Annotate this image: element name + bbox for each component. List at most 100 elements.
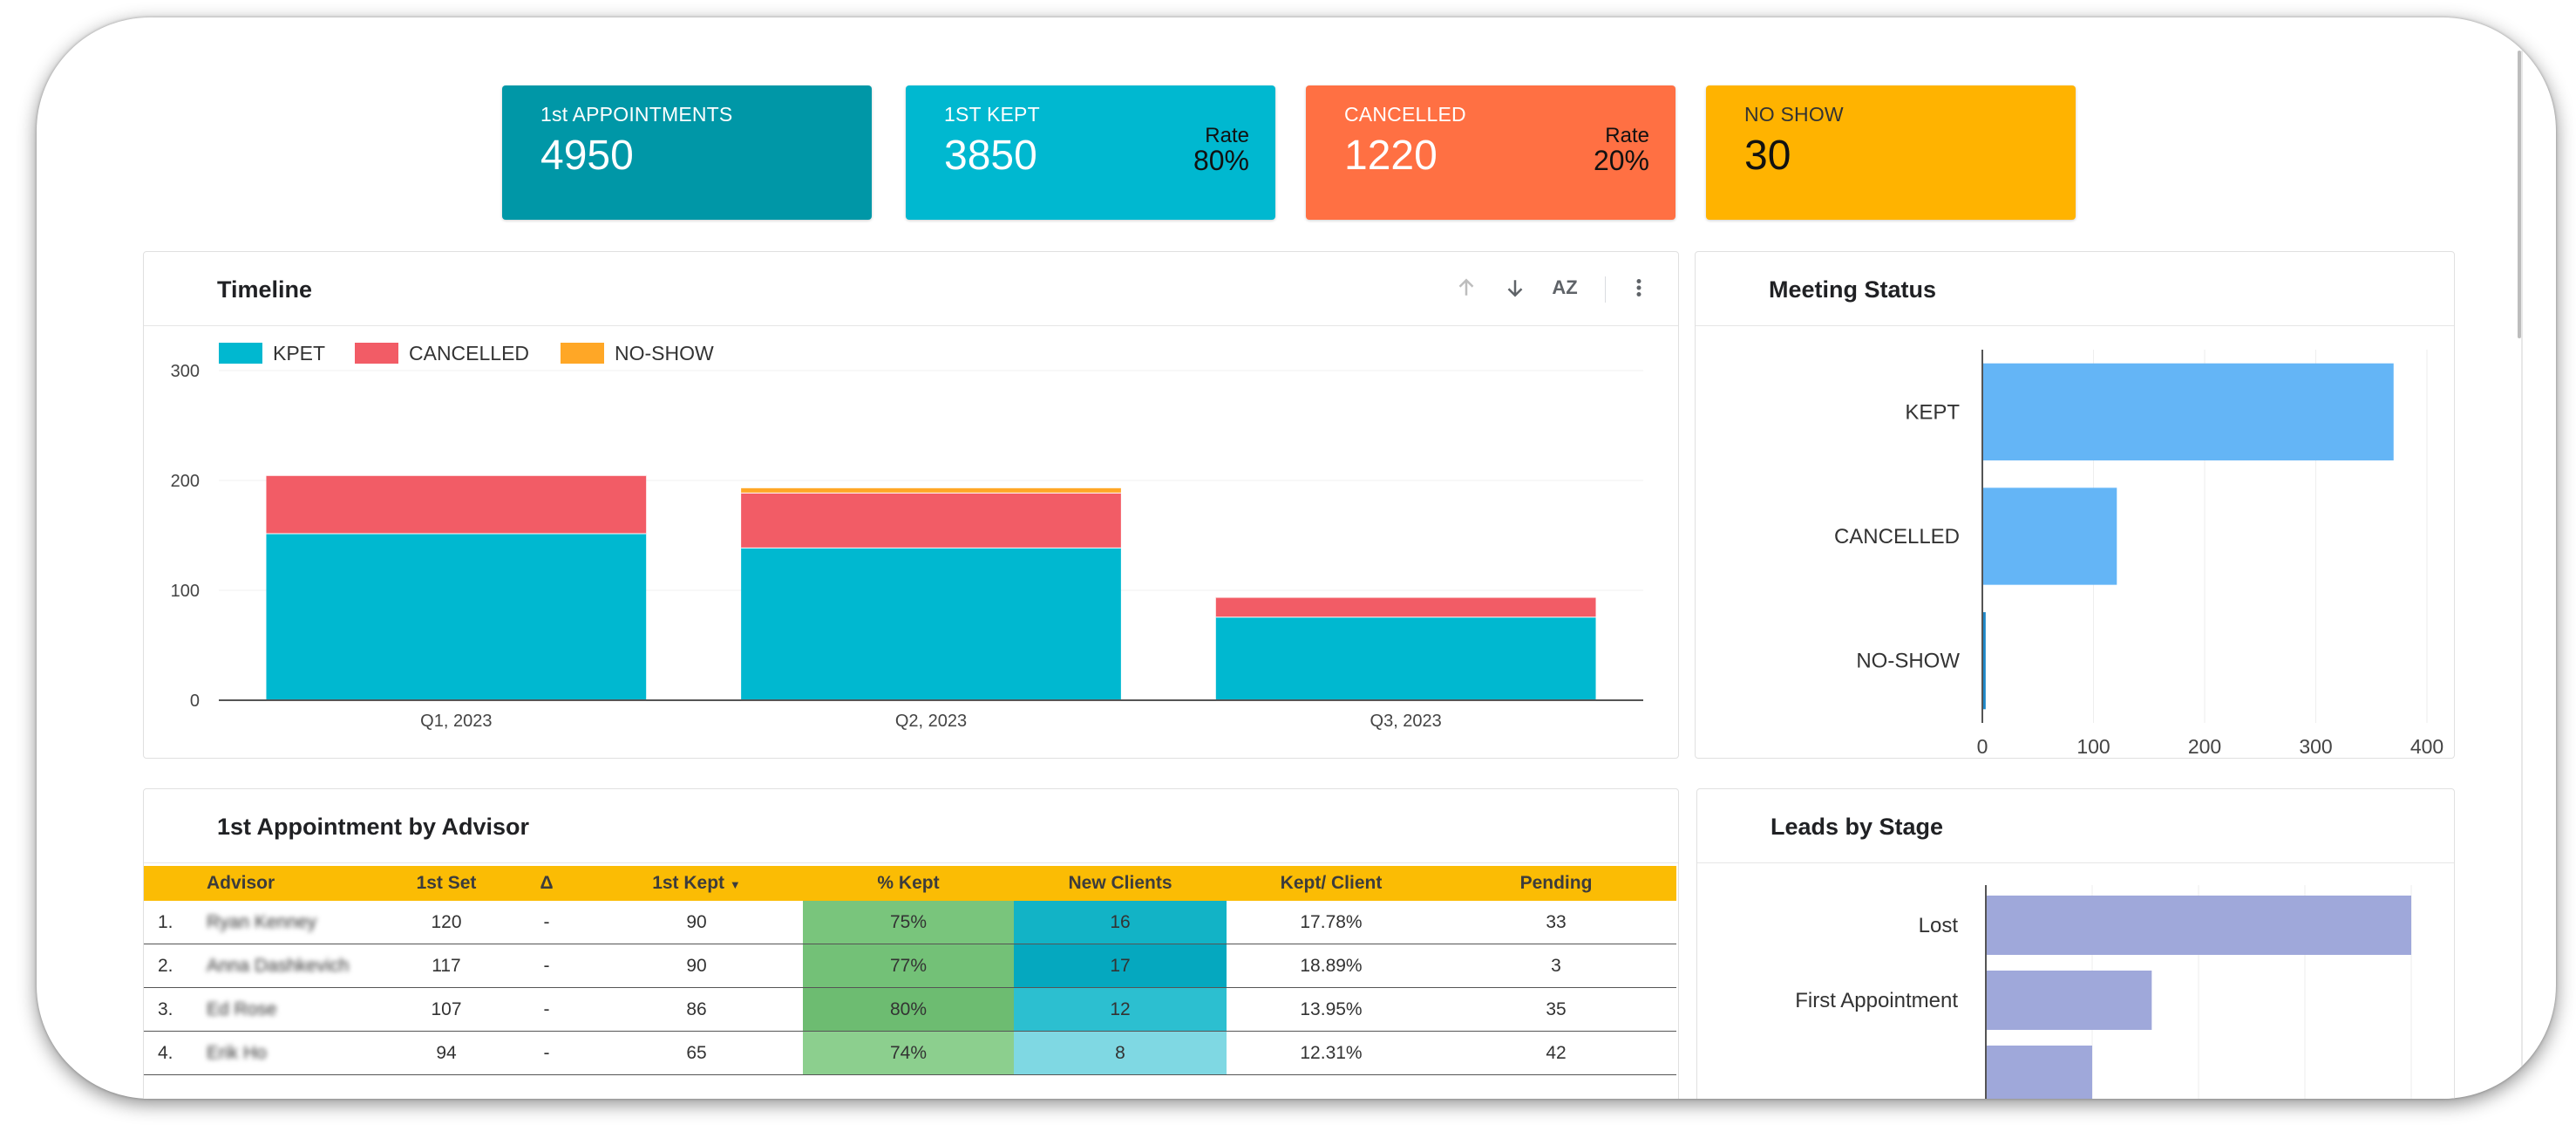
kpi-label: NO SHOW — [1744, 103, 1844, 126]
cell-pending: 3 — [1436, 944, 1676, 988]
scrollbar-track[interactable] — [2521, 51, 2523, 1071]
cell-1st-kept: 90 — [590, 944, 803, 988]
cell-kept-client: 17.78% — [1227, 901, 1436, 944]
row-index: 1. — [144, 901, 196, 944]
y-category-label: First Appointment — [1795, 989, 1958, 1012]
kpi-label: 1st APPOINTMENTS — [540, 103, 733, 126]
bar-stage — [1986, 1046, 2092, 1099]
column-header-pending[interactable]: Pending — [1436, 866, 1676, 901]
legend-label: CANCELLED — [409, 342, 530, 365]
column-header-1st-set[interactable]: 1st Set — [390, 866, 503, 901]
kpi-value: 3850 — [944, 133, 1037, 179]
bar-kpet — [741, 547, 1121, 700]
y-tick-label: 300 — [171, 362, 200, 381]
y-tick-label: 0 — [190, 692, 200, 711]
table-header-row: Advisor 1st Set Δ 1st Kept ▼ % Kept New … — [144, 866, 1676, 901]
arrow-down-icon[interactable] — [1502, 275, 1528, 301]
column-header-pct-kept[interactable]: % Kept — [803, 866, 1014, 901]
bar-kpet — [266, 533, 647, 700]
bar-kpet — [1215, 617, 1596, 700]
more-vert-icon[interactable] — [1626, 275, 1652, 301]
cell-delta: - — [503, 944, 590, 988]
column-header-new-clients[interactable]: New Clients — [1014, 866, 1227, 901]
timeline-card-header: Timeline AZ — [144, 252, 1678, 326]
legend-swatch — [219, 343, 262, 364]
kpi-rate-label: Rate — [1205, 124, 1249, 147]
kpi-card-no-show: NO SHOW 30 — [1706, 85, 2076, 220]
cell-pending: 35 — [1436, 987, 1676, 1032]
scrollbar-thumb[interactable] — [2518, 51, 2521, 338]
legend-swatch — [561, 343, 604, 364]
y-category-label: Lost — [1919, 914, 1959, 937]
legend-label: NO-SHOW — [615, 342, 714, 365]
table-row[interactable]: 3. Ed Rose 107-86 80% 12 13.95% 35 — [144, 987, 1676, 1032]
cell-pct-kept: 77% — [803, 944, 1014, 988]
column-header-delta[interactable]: Δ — [503, 866, 590, 901]
kpi-label: 1ST KEPT — [944, 103, 1040, 126]
advisor-name: Erik Ho — [196, 1031, 390, 1075]
row-index: 2. — [144, 944, 196, 988]
kpi-card-cancelled: CANCELLED 1220 Rate 20% — [1306, 85, 1675, 220]
cell-1st-set: 117 — [390, 944, 503, 988]
cell-kept-client: 18.89% — [1227, 944, 1436, 988]
dashboard-frame: 1st APPOINTMENTS 4950 1ST KEPT 3850 Rate… — [37, 17, 2556, 1099]
advisor-table-header: 1st Appointment by Advisor — [144, 789, 1678, 863]
cell-1st-kept: 90 — [590, 901, 803, 944]
leads-by-stage-title: Leads by Stage — [1771, 814, 1944, 840]
arrow-up-icon[interactable] — [1453, 275, 1479, 301]
bar-cancelled — [741, 492, 1121, 548]
timeline-card: Timeline AZ KPET CANCELLED NO-SHOW 0 100 2… — [143, 251, 1679, 759]
y-category-label: CANCELLED — [1834, 525, 1960, 549]
cell-new-clients: 17 — [1014, 944, 1227, 988]
meeting-status-card: Meeting Status 0 100 200 300 400 KEPT CANCELLE… — [1695, 251, 2455, 759]
kpi-rate-label: Rate — [1605, 124, 1649, 147]
cell-1st-set: 120 — [390, 901, 503, 944]
cell-kept-client: 12.31% — [1227, 1031, 1436, 1075]
row-index: 3. — [144, 987, 196, 1032]
kpi-rate-value: 80% — [1193, 145, 1249, 176]
cell-delta: - — [503, 1031, 590, 1075]
cell-1st-kept: 86 — [590, 987, 803, 1032]
y-category-label: KEPT — [1905, 400, 1960, 424]
table-row[interactable]: 2. Anna Dashkevich 117-90 77% 17 18.89% 3 — [144, 944, 1676, 988]
advisor-table-card: 1st Appointment by Advisor Advisor 1st S… — [143, 788, 1679, 1099]
advisor-name: Ed Rose — [196, 987, 390, 1032]
sort-az-icon[interactable]: AZ — [1547, 275, 1582, 301]
legend-label: KPET — [273, 342, 326, 365]
y-category-label: NO-SHOW — [1856, 650, 1960, 673]
column-header-1st-kept[interactable]: 1st Kept ▼ — [590, 866, 803, 901]
kpi-value: 4950 — [540, 133, 634, 179]
legend-swatch — [355, 343, 398, 364]
cell-pending: 33 — [1436, 901, 1676, 944]
kpi-value: 1220 — [1344, 133, 1438, 179]
bar-cancelled — [266, 474, 647, 534]
column-header-advisor[interactable]: Advisor — [196, 866, 390, 901]
kpi-rate-value: 20% — [1593, 145, 1649, 176]
x-tick-label: 200 — [2188, 735, 2221, 758]
advisor-table: Advisor 1st Set Δ 1st Kept ▼ % Kept New … — [144, 866, 1676, 1075]
cell-pct-kept: 74% — [803, 1031, 1014, 1075]
cell-pct-kept: 75% — [803, 901, 1014, 944]
cell-new-clients: 12 — [1014, 987, 1227, 1032]
meeting-status-title: Meeting Status — [1769, 276, 1937, 303]
meeting-status-header: Meeting Status — [1696, 252, 2454, 326]
leads-by-stage-header: Leads by Stage — [1697, 789, 2454, 863]
table-row[interactable]: 1. Ryan Kenney 120-90 75% 16 17.78% 33 — [144, 901, 1676, 944]
bar-stage — [1986, 971, 2152, 1030]
advisor-table-title: 1st Appointment by Advisor — [217, 814, 530, 840]
bar-no-show — [1982, 612, 1986, 710]
cell-new-clients: 16 — [1014, 901, 1227, 944]
column-header-kept-client[interactable]: Kept/ Client — [1227, 866, 1436, 901]
cell-pending: 42 — [1436, 1031, 1676, 1075]
y-tick-label: 100 — [171, 582, 200, 601]
advisor-name: Anna Dashkevich — [196, 944, 390, 988]
x-tick-label: 100 — [2076, 735, 2110, 758]
meeting-status-chart: 0 100 200 300 400 KEPT CANCELLED NO-SHOW — [1834, 350, 2443, 758]
table-row[interactable]: 4. Erik Ho 94-65 74% 8 12.31% 42 — [144, 1031, 1676, 1075]
bar-cancelled — [1982, 487, 2117, 585]
bar-kept — [1982, 363, 2394, 460]
cell-1st-set: 107 — [390, 987, 503, 1032]
cell-1st-kept: 65 — [590, 1031, 803, 1075]
leads-by-stage-card: Leads by Stage Lost First Appointment — [1696, 788, 2455, 1099]
column-header-index — [144, 866, 196, 901]
